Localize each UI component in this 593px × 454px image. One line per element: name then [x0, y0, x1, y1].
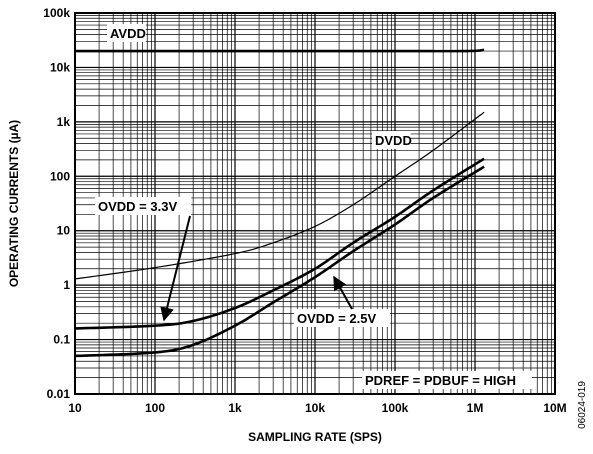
y-tick-label: 10: [57, 224, 71, 238]
x-tick-label: 10M: [543, 401, 566, 415]
x-tick-label: 100: [145, 401, 165, 415]
arrow-ovdd33: [160, 215, 191, 322]
annotation-bg: [362, 371, 532, 389]
annotations: AVDD DVDD OVDD = 3.3V OVDD = 2.5V PDREF = PD…: [95, 24, 532, 389]
x-tick-label: 1k: [228, 401, 242, 415]
series-line-2: [74, 157, 485, 330]
series-line-0: [75, 48, 486, 53]
x-tick-label: 1M: [467, 401, 484, 415]
grid: [75, 13, 555, 394]
annotation-bg: [372, 131, 411, 149]
y-tick-label: 0.1: [53, 333, 70, 347]
series-line-3: [74, 165, 485, 358]
y-tick-label: 0.01: [47, 387, 71, 401]
y-tick-label: 1: [63, 278, 70, 292]
annotation-bg: [107, 24, 146, 42]
y-tick-label: 100k: [43, 6, 70, 20]
annotation-bg: [95, 197, 192, 215]
x-axis-title: SAMPLING RATE (SPS): [248, 430, 382, 444]
y-axis-title: OPERATING CURRENTS (µA): [7, 120, 21, 287]
arrow-ovdd25: [333, 275, 353, 310]
annotation-label: AVDD: [110, 26, 146, 41]
x-tick-label: 10: [68, 401, 82, 415]
series-line-1: [74, 111, 485, 280]
curves: [74, 48, 486, 358]
y-tick-label: 1k: [57, 115, 71, 129]
annotation-label: DVDD: [375, 133, 412, 148]
y-tick-labels: 0.01 0.1 1 10 100 1k 10k 100k: [43, 6, 70, 401]
y-tick-label: 10k: [50, 60, 70, 74]
plot-frame: [74, 12, 556, 395]
x-tick-labels: 10 100 1k 10k 100k 1M 10M: [68, 401, 566, 415]
annotation-label: PDREF = PDBUF = HIGH: [365, 373, 516, 388]
x-tick-label: 10k: [305, 401, 325, 415]
x-tick-label: 100k: [382, 401, 409, 415]
y-tick-label: 100: [50, 169, 70, 183]
annotation-label: OVDD = 2.5V: [297, 311, 376, 326]
figure-id: 06024-019: [577, 381, 588, 429]
annotation-bg: [294, 309, 391, 327]
annotation-label: OVDD = 3.3V: [98, 199, 177, 214]
